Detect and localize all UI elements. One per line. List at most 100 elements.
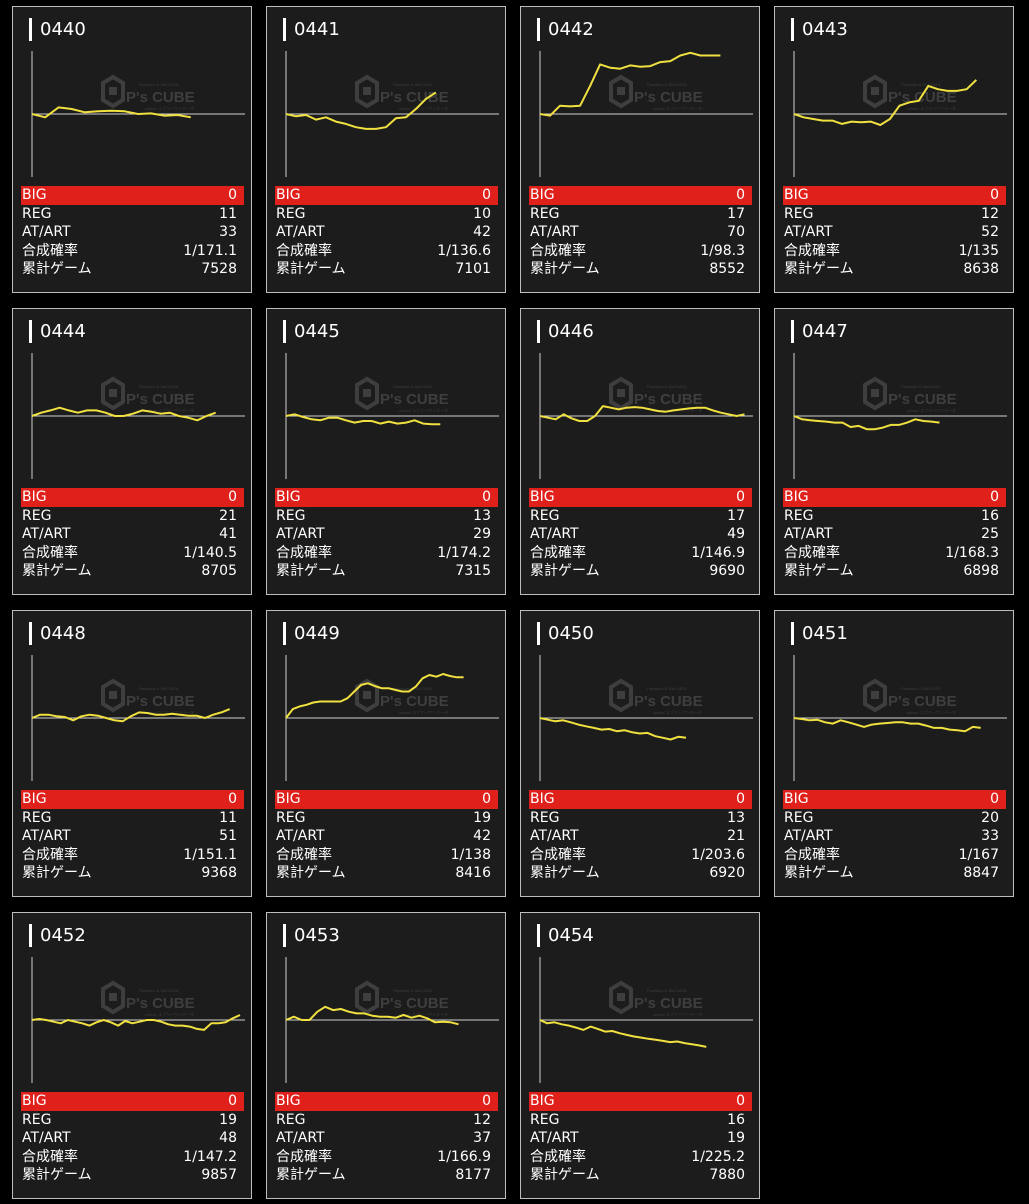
stat-label: BIG	[22, 791, 47, 807]
stat-label: AT/ART	[22, 828, 71, 845]
svg-text:P's CUBE: P's CUBE	[634, 391, 703, 408]
svg-text:Pachinko & Slot DATA: Pachinko & Slot DATA	[647, 384, 687, 389]
stat-value: 37	[473, 1130, 491, 1147]
machine-card[interactable]: Pachinko & Slot DATA P's CUBE unbox! エブリ…	[266, 6, 506, 293]
stat-value: 8847	[963, 865, 999, 882]
stat-label: REG	[276, 1111, 306, 1128]
machine-card[interactable]: Pachinko & Slot DATA P's CUBE unbox! エブリ…	[520, 308, 760, 595]
stat-value: 7101	[455, 261, 491, 278]
machine-card[interactable]: Pachinko & Slot DATA P's CUBE unbox! エブリ…	[774, 610, 1014, 897]
machine-number-text: 0441	[294, 18, 340, 40]
stat-value: 7528	[201, 261, 237, 278]
stat-row-reg: REG 17	[529, 507, 752, 526]
stat-label: 累計ゲーム	[530, 261, 600, 278]
machine-card[interactable]: Pachinko & Slot DATA P's CUBE unbox! エブリ…	[266, 610, 506, 897]
stat-value: 12	[473, 1111, 491, 1128]
stat-row-rate: 合成確率 1/151.1	[21, 846, 244, 865]
series-line	[793, 415, 940, 431]
stat-value: 20	[981, 809, 999, 826]
machine-card[interactable]: Pachinko & Slot DATA P's CUBE unbox! エブリ…	[12, 912, 252, 1199]
title-accent-bar	[537, 319, 540, 343]
stat-row-rate: 合成確率 1/146.9	[529, 544, 752, 563]
svg-text:unbox! エブリーワンデータ: unbox! エブリーワンデータ	[399, 1011, 448, 1017]
stat-label: 合成確率	[22, 242, 78, 259]
svg-text:Pachinko & Slot DATA: Pachinko & Slot DATA	[901, 82, 941, 87]
stat-label: REG	[530, 809, 560, 826]
svg-text:P's CUBE: P's CUBE	[126, 391, 195, 408]
stat-row-reg: REG 12	[783, 205, 1006, 224]
stat-label: 累計ゲーム	[276, 563, 346, 580]
title-accent-bar	[791, 621, 794, 645]
watermark-logo: Pachinko & Slot DATA P's CUBE unbox! エブリ…	[101, 74, 195, 111]
svg-text:Pachinko & Slot DATA: Pachinko & Slot DATA	[139, 988, 179, 993]
stat-value: 0	[228, 1093, 237, 1109]
stat-label: BIG	[784, 791, 809, 807]
machine-card[interactable]: Pachinko & Slot DATA P's CUBE unbox! エブリ…	[266, 912, 506, 1199]
stat-row-big: BIG 0	[529, 1092, 752, 1111]
stat-row-at: AT/ART 37	[275, 1129, 498, 1148]
stat-label: AT/ART	[530, 828, 579, 845]
stat-value: 8177	[455, 1167, 491, 1184]
svg-text:P's CUBE: P's CUBE	[888, 693, 957, 710]
stat-label: AT/ART	[784, 828, 833, 845]
stat-label: 累計ゲーム	[530, 563, 600, 580]
machine-card[interactable]: Pachinko & Slot DATA P's CUBE unbox! エブリ…	[12, 610, 252, 897]
stat-value: 11	[219, 205, 237, 222]
stats-table: BIG 0 REG 13 AT/ART 21 合成確率 1/203.6 累計ゲーム 692…	[529, 790, 752, 883]
stat-row-rate: 合成確率 1/138	[275, 846, 498, 865]
stat-label: 合成確率	[530, 846, 586, 863]
watermark-logo: Pachinko & Slot DATA P's CUBE unbox! エブリ…	[355, 678, 449, 715]
watermark-logo: Pachinko & Slot DATA P's CUBE unbox! エブリ…	[101, 980, 195, 1017]
stat-row-games: 累計ゲーム 9368	[21, 864, 244, 883]
machine-card[interactable]: Pachinko & Slot DATA P's CUBE unbox! エブリ…	[266, 308, 506, 595]
machine-number: 0454	[537, 923, 594, 947]
stat-label: REG	[22, 507, 52, 524]
stat-label: AT/ART	[276, 1130, 325, 1147]
series-line	[31, 406, 217, 422]
stat-value: 48	[219, 1130, 237, 1147]
stat-value: 41	[219, 526, 237, 543]
machine-number: 0443	[791, 17, 848, 41]
machine-number-text: 0440	[40, 18, 86, 40]
stat-row-big: BIG 0	[783, 488, 1006, 507]
machine-card[interactable]: Pachinko & Slot DATA P's CUBE unbox! エブリ…	[520, 6, 760, 293]
machine-card[interactable]: Pachinko & Slot DATA P's CUBE unbox! エブリ…	[774, 308, 1014, 595]
stats-table: BIG 0 REG 17 AT/ART 49 合成確率 1/146.9 累計ゲーム 969…	[529, 488, 752, 581]
stat-label: 合成確率	[530, 242, 586, 259]
stat-label: AT/ART	[22, 1130, 71, 1147]
stat-value: 21	[727, 828, 745, 845]
stat-row-at: AT/ART 48	[21, 1129, 244, 1148]
svg-text:unbox! エブリーワンデータ: unbox! エブリーワンデータ	[145, 709, 194, 715]
machine-card[interactable]: Pachinko & Slot DATA P's CUBE unbox! エブリ…	[774, 6, 1014, 293]
stat-row-big: BIG 0	[275, 186, 498, 205]
stat-row-big: BIG 0	[529, 790, 752, 809]
stat-row-reg: REG 17	[529, 205, 752, 224]
stat-value: 8552	[709, 261, 745, 278]
stat-row-at: AT/ART 70	[529, 223, 752, 242]
watermark-logo: Pachinko & Slot DATA P's CUBE unbox! エブリ…	[863, 678, 957, 715]
svg-text:unbox! エブリーワンデータ: unbox! エブリーワンデータ	[653, 709, 702, 715]
series-line	[31, 106, 191, 119]
stat-label: AT/ART	[276, 224, 325, 241]
stat-label: 累計ゲーム	[784, 261, 854, 278]
svg-text:P's CUBE: P's CUBE	[380, 89, 449, 106]
series-line	[793, 717, 981, 733]
svg-text:Pachinko & Slot DATA: Pachinko & Slot DATA	[139, 82, 179, 87]
stat-value: 42	[473, 828, 491, 845]
stat-row-games: 累計ゲーム 8416	[275, 864, 498, 883]
machine-card[interactable]: Pachinko & Slot DATA P's CUBE unbox! エブリ…	[12, 308, 252, 595]
watermark-logo: Pachinko & Slot DATA P's CUBE unbox! エブリ…	[863, 74, 957, 111]
machine-card[interactable]: Pachinko & Slot DATA P's CUBE unbox! エブリ…	[520, 912, 760, 1199]
machine-card[interactable]: Pachinko & Slot DATA P's CUBE unbox! エブリ…	[12, 6, 252, 293]
machine-number: 0449	[283, 621, 340, 645]
stat-row-rate: 合成確率 1/225.2	[529, 1148, 752, 1167]
machine-card[interactable]: Pachinko & Slot DATA P's CUBE unbox! エブリ…	[520, 610, 760, 897]
stats-table: BIG 0 REG 21 AT/ART 41 合成確率 1/140.5 累計ゲーム 870…	[21, 488, 244, 581]
svg-text:P's CUBE: P's CUBE	[126, 89, 195, 106]
stat-value: 33	[981, 828, 999, 845]
stat-label: 合成確率	[22, 846, 78, 863]
stat-label: 累計ゲーム	[22, 1167, 92, 1184]
slump-graph: Pachinko & Slot DATA P's CUBE unbox! エブリ…	[31, 51, 245, 177]
stat-row-rate: 合成確率 1/167	[783, 846, 1006, 865]
svg-text:Pachinko & Slot DATA: Pachinko & Slot DATA	[901, 686, 941, 691]
